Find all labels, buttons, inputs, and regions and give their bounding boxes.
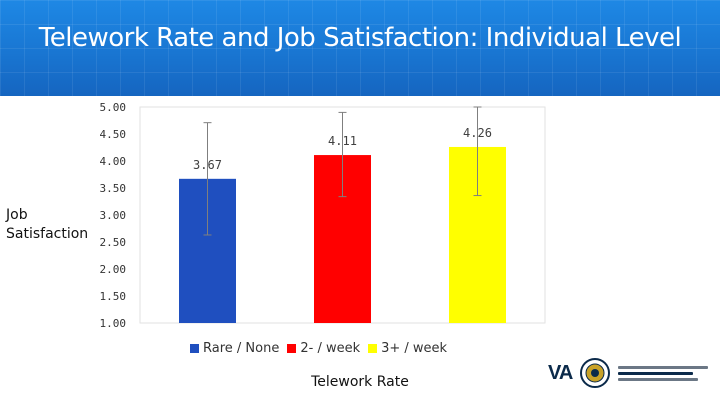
legend-item-three-week: 3+ / week — [368, 341, 447, 356]
y-axis-label-line-1: Job — [6, 207, 28, 223]
y-tick-label: 3.00 — [100, 209, 127, 222]
y-tick-label: 4.50 — [100, 128, 127, 141]
legend-label-two-week: 2- / week — [300, 341, 361, 356]
x-axis-label: Telework Rate — [311, 374, 409, 390]
slide-title: Telework Rate and Job Satisfaction: Indi… — [38, 23, 682, 53]
legend-label-three-week: 3+ / week — [381, 341, 448, 356]
legend-swatch-two-week — [287, 344, 297, 353]
y-tick-label: 1.00 — [100, 317, 127, 330]
legend-item-rare: Rare / None — [190, 341, 279, 356]
y-tick-label: 1.50 — [100, 290, 127, 303]
legend-label-rare: Rare / None — [203, 341, 280, 356]
y-tick-label: 5.00 — [100, 101, 127, 114]
va-seal-icon — [580, 358, 611, 388]
y-axis-label-line-2: Satisfaction — [6, 226, 89, 242]
data-label: 4.11 — [328, 134, 357, 148]
chart-legend: Rare / None 2- / week 3+ / week — [190, 341, 447, 356]
legend-swatch-three-week — [368, 344, 378, 353]
data-label: 3.67 — [193, 158, 222, 172]
y-tick-label: 2.50 — [100, 236, 127, 249]
va-logo: VA — [548, 358, 709, 388]
va-wordmark — [618, 365, 709, 381]
banner-pattern — [0, 0, 720, 96]
y-tick-label: 3.50 — [100, 182, 127, 195]
data-label: 4.26 — [463, 126, 492, 140]
y-tick-label: 4.00 — [100, 155, 127, 168]
legend-item-two-week: 2- / week — [287, 341, 360, 356]
y-tick-label: 2.00 — [100, 263, 127, 276]
legend-swatch-rare — [190, 344, 199, 353]
y-axis-label: Job Satisfaction — [6, 206, 88, 244]
va-logo-text: VA — [548, 361, 573, 384]
title-banner: Telework Rate and Job Satisfaction: Indi… — [0, 0, 720, 96]
